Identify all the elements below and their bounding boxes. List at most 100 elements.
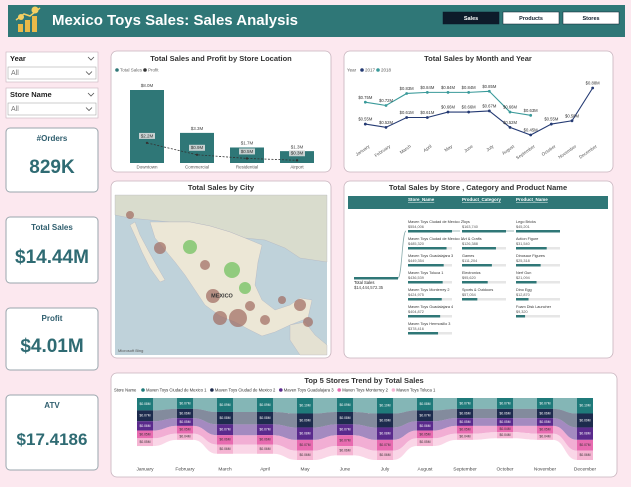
ribbon-segment: [377, 398, 393, 414]
data-label: $1.7M: [241, 141, 254, 146]
x-tick-label: April: [260, 466, 270, 472]
ribbon: [153, 418, 177, 431]
line-point: [508, 110, 512, 114]
data-label: $0.06M: [300, 453, 311, 457]
ribbon: [153, 433, 177, 447]
ribbon: [273, 435, 297, 451]
data-label: $0.07M: [380, 443, 391, 447]
ribbon-segment: [497, 418, 513, 426]
legend-marker: [279, 388, 283, 392]
ribbon-segment: [177, 408, 193, 419]
ribbon: [473, 408, 497, 419]
tree-bar: [462, 264, 492, 267]
slicer-value: All: [11, 106, 19, 113]
tree-node-value: $404,872: [408, 310, 424, 314]
kpi-label: Profit: [42, 314, 63, 323]
tree-bar: [516, 298, 529, 301]
nav-button[interactable]: [502, 11, 560, 25]
ribbon: [393, 430, 417, 451]
ribbon-segment: [217, 398, 233, 412]
ribbon-segment: [537, 408, 553, 419]
kpi-value: 829K: [29, 157, 75, 178]
data-label: $0.52M: [379, 120, 393, 125]
slicer-dropdown[interactable]: [7, 66, 97, 80]
ribbon-segment: [217, 411, 233, 425]
line-point: [467, 110, 471, 114]
tree-node-label: Maven Toys Monterrey 2: [408, 288, 450, 292]
tree-bar-track: [516, 315, 560, 318]
ribbon: [233, 444, 257, 454]
data-label: $0.09M: [380, 418, 391, 422]
ribbon-segment: [457, 408, 473, 419]
tree-header: [348, 196, 608, 209]
data-label: $0.07M: [220, 428, 231, 432]
slicer-dropdown[interactable]: [7, 102, 97, 116]
slicer-chevron: [85, 71, 93, 76]
ribbon-segment: [337, 411, 353, 425]
line-point: [384, 104, 388, 107]
data-label: $0.08M: [580, 432, 591, 436]
nav-button[interactable]: [562, 11, 620, 25]
data-label-box: [189, 144, 205, 151]
data-label: $0.45M: [524, 128, 538, 133]
tree-bar: [462, 247, 496, 250]
x-tick-label: October: [496, 466, 513, 472]
data-label: $2.2M: [141, 133, 154, 138]
map-bubble: [239, 282, 251, 294]
ribbon-segment: [297, 450, 313, 460]
ribbon: [553, 408, 577, 428]
map-bubble: [183, 240, 197, 254]
kpi-value: $17.4186: [17, 430, 88, 449]
tree-bar: [462, 230, 506, 233]
map-bubble: [206, 289, 220, 303]
legend-marker: [391, 388, 396, 392]
ribbon-segment: [537, 418, 553, 426]
slicer-value: All: [11, 70, 19, 77]
data-label: $0.72M: [379, 98, 393, 103]
tree-bar-track: [462, 298, 506, 301]
data-label: $0.67M: [482, 104, 496, 109]
ribbon-segment: [377, 413, 393, 428]
data-label: $0.06M: [260, 438, 271, 442]
tree-bar: [408, 332, 439, 335]
tree-level-label: Product_Name: [516, 197, 548, 202]
ribbon-segment: [577, 413, 593, 428]
slicer-chevron: [87, 56, 95, 61]
ribbon-segment: [457, 433, 473, 440]
bar: [280, 151, 314, 163]
ribbon-segment: [497, 432, 513, 439]
line: [365, 87, 594, 136]
ribbon-segment: [377, 450, 393, 460]
tree-connector: [397, 230, 407, 279]
map-bubble: [303, 317, 313, 327]
nav-button[interactable]: [442, 11, 500, 25]
x-tick-label: April: [422, 144, 432, 153]
line-point: [467, 90, 471, 94]
ribbon-segment: [217, 435, 233, 445]
ribbon-segment: [297, 427, 313, 440]
x-tick-label: Airport: [290, 165, 304, 170]
tree-node-value: $554,006: [408, 225, 424, 229]
data-label: $0.05M: [540, 428, 551, 432]
x-tick-label: Downtown: [136, 165, 158, 170]
ribbon-segment: [577, 398, 593, 414]
ribbon-segment: [137, 410, 153, 422]
ribbon: [473, 432, 497, 440]
nav-button-label: Products: [519, 16, 543, 22]
legend-marker: [337, 388, 342, 392]
data-label: $0.84M: [420, 85, 434, 90]
tree-node-label: Maven Toys Guadalajara 4: [408, 305, 453, 309]
legend-label: Maven Toys Ciudad de Mexico 2: [215, 388, 276, 393]
legend-marker: [360, 68, 364, 72]
ribbon: [193, 425, 217, 445]
map-bubble: [213, 311, 227, 325]
ribbon: [353, 435, 377, 451]
kpi-card: [5, 394, 99, 471]
tree-node-label: Games: [462, 254, 474, 258]
ribbon-segment: [177, 418, 193, 426]
kpi-card: [5, 216, 99, 284]
data-label: $0.07M: [460, 401, 471, 405]
tree-node-value: $95,620: [462, 276, 476, 280]
ribbon: [193, 418, 217, 436]
x-tick-label: March: [218, 466, 232, 472]
